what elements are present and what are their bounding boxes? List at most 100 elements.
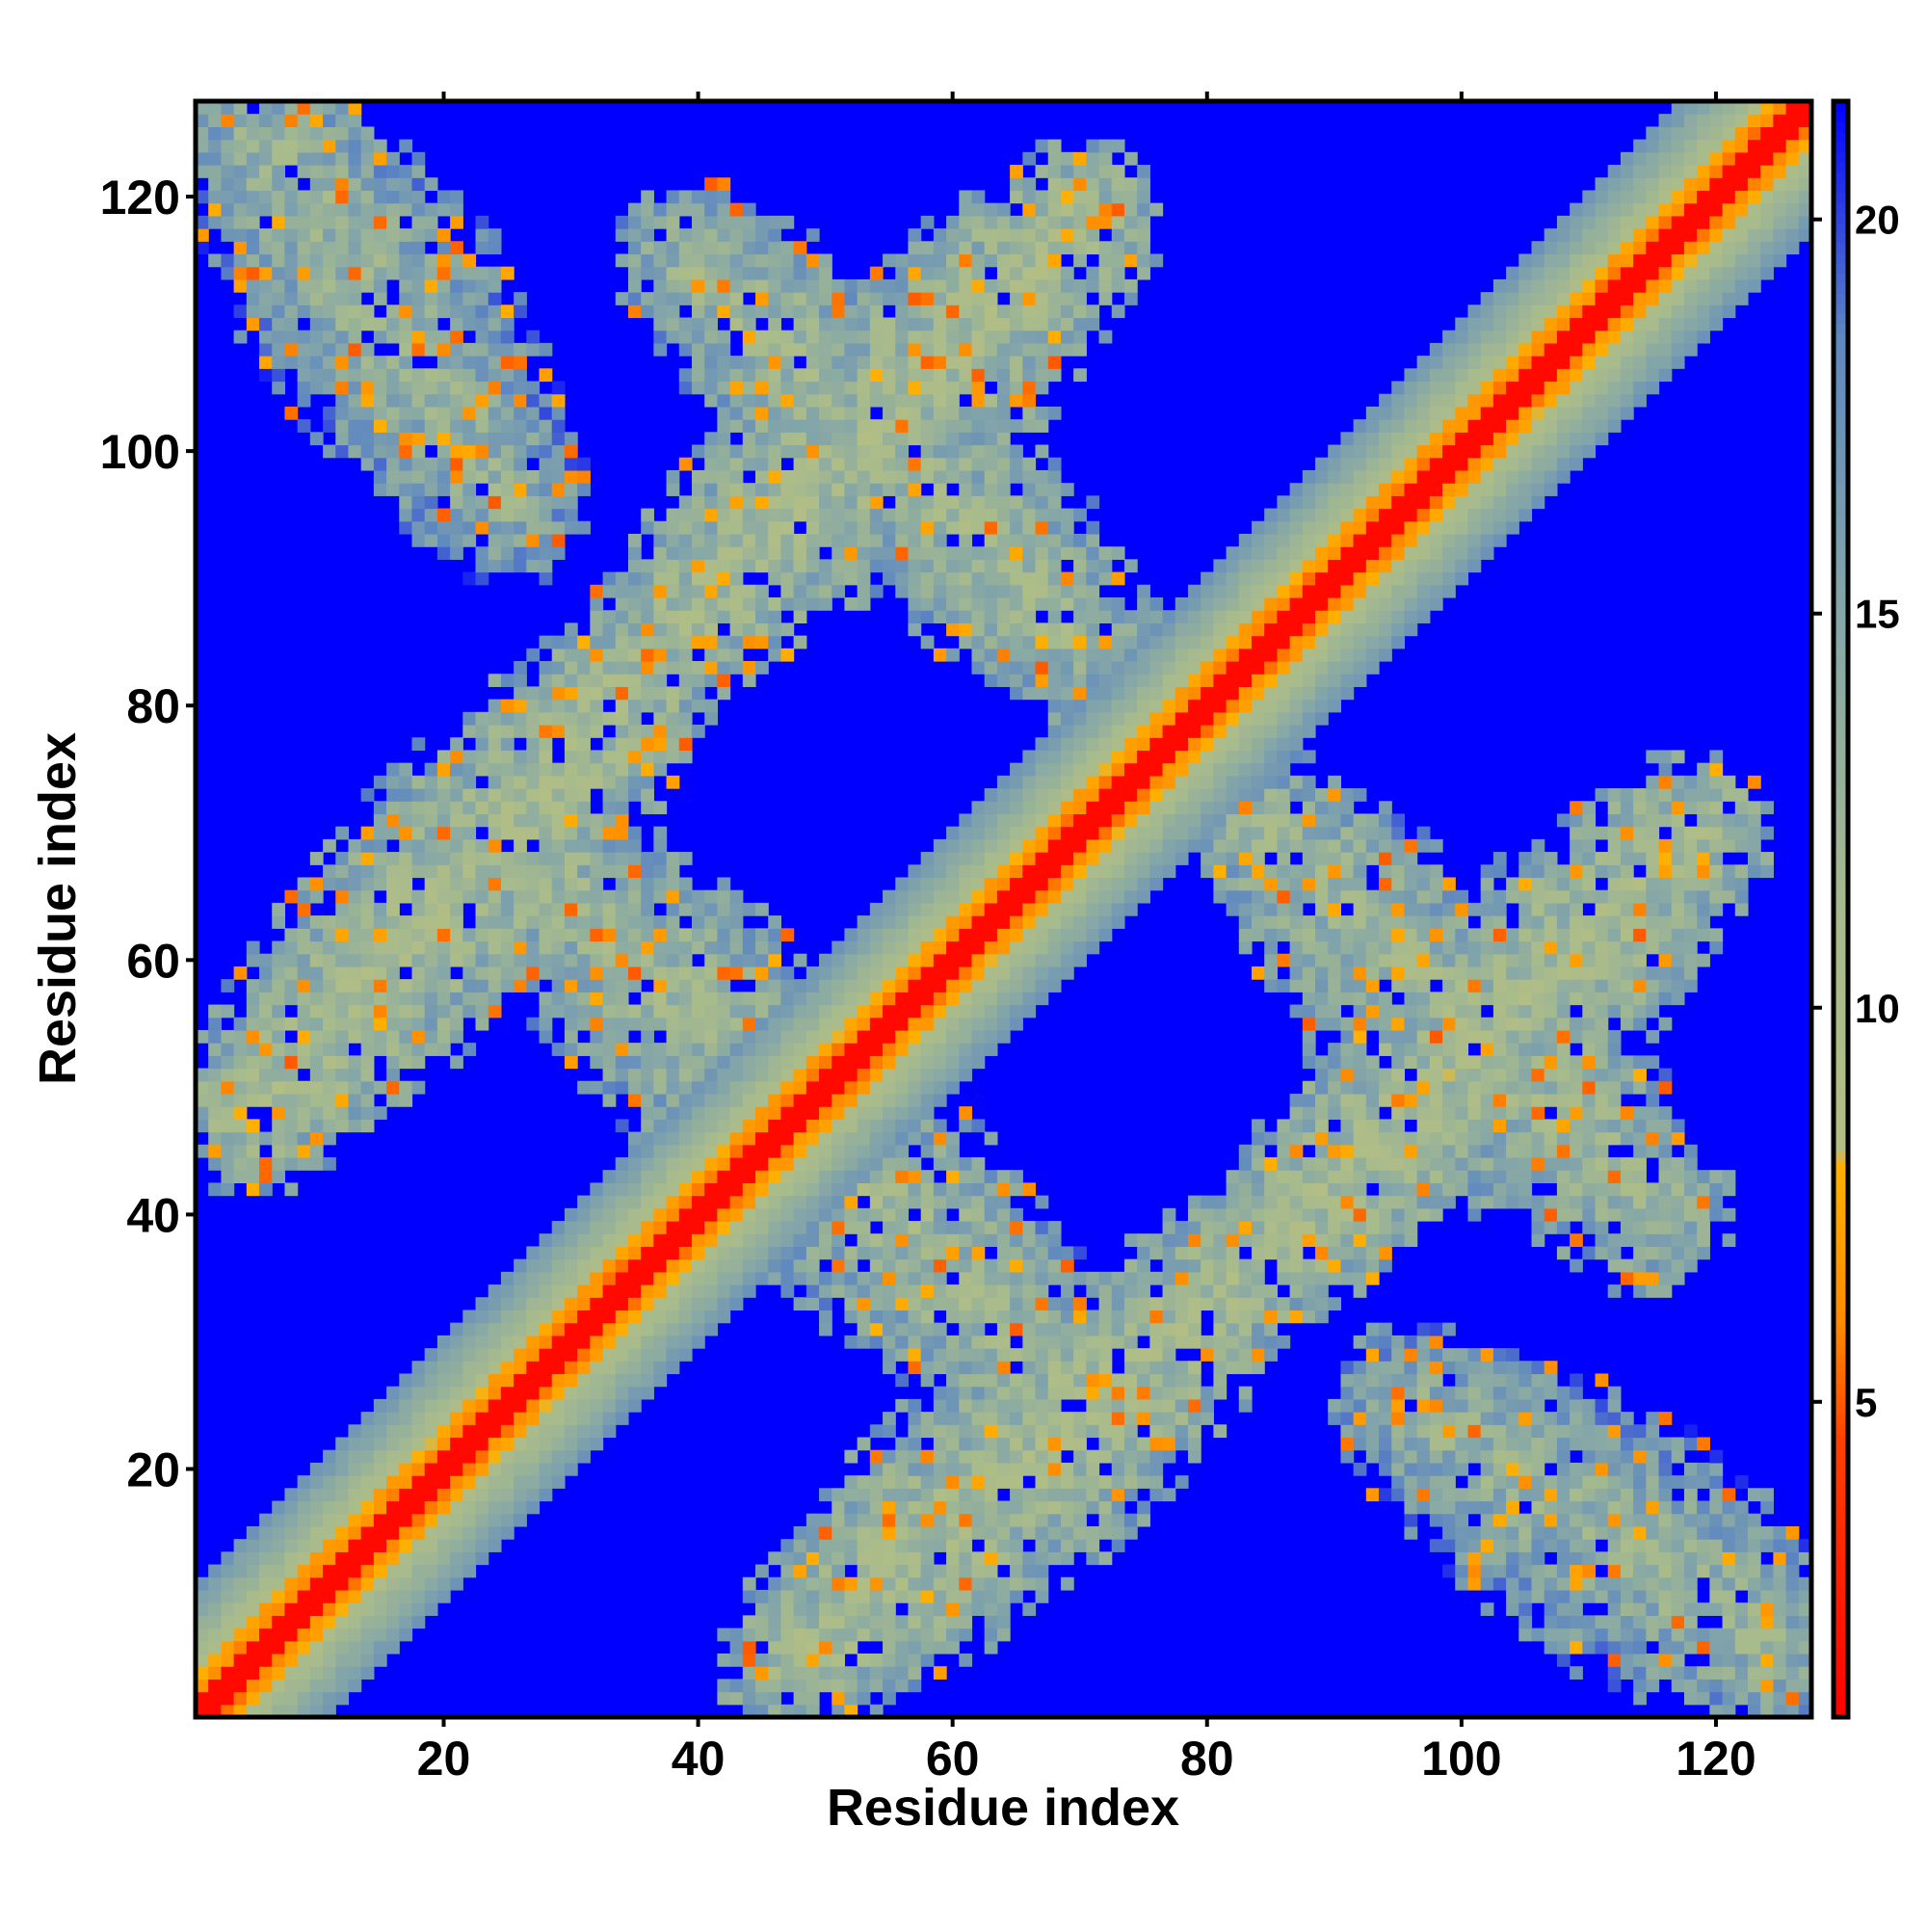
heatmap-cell bbox=[514, 1398, 527, 1413]
heatmap-cell bbox=[551, 762, 566, 777]
heatmap-cell bbox=[335, 406, 350, 420]
heatmap-cell bbox=[335, 190, 350, 204]
heatmap-cell bbox=[1010, 1017, 1023, 1031]
heatmap-cell bbox=[450, 330, 463, 344]
heatmap-cell bbox=[869, 1271, 884, 1285]
heatmap-cell bbox=[946, 1615, 960, 1629]
heatmap-cell bbox=[768, 1233, 782, 1248]
heatmap-cell bbox=[729, 1233, 744, 1248]
heatmap-cell bbox=[450, 979, 463, 992]
heatmap-cell bbox=[844, 1195, 858, 1209]
heatmap-cell bbox=[335, 1093, 350, 1107]
heatmap-cell bbox=[678, 1335, 693, 1349]
heatmap-cell bbox=[832, 1691, 846, 1706]
heatmap-cell bbox=[869, 1564, 884, 1578]
heatmap-cell bbox=[1035, 1412, 1049, 1425]
heatmap-cell bbox=[780, 648, 795, 662]
heatmap-cell bbox=[666, 979, 680, 992]
heatmap-cell bbox=[309, 356, 324, 369]
heatmap-cell bbox=[373, 1615, 387, 1629]
heatmap-cell bbox=[691, 483, 705, 496]
heatmap-cell bbox=[883, 278, 896, 293]
heatmap-cell bbox=[1060, 622, 1074, 637]
heatmap-cell bbox=[450, 864, 463, 879]
heatmap-cell bbox=[539, 1449, 553, 1464]
heatmap-cell bbox=[526, 1437, 541, 1451]
heatmap-cell bbox=[436, 1348, 451, 1362]
heatmap-cell bbox=[755, 266, 769, 280]
heatmap-cell bbox=[933, 877, 947, 891]
heatmap-cell bbox=[691, 928, 705, 942]
heatmap-cell bbox=[1047, 889, 1062, 904]
heatmap-cell bbox=[399, 852, 413, 865]
heatmap-cell bbox=[678, 1144, 693, 1158]
heatmap-cell bbox=[1073, 928, 1087, 942]
heatmap-cell bbox=[590, 1258, 604, 1273]
heatmap-cell bbox=[857, 1564, 871, 1578]
heatmap-cell bbox=[895, 317, 910, 331]
heatmap-cell bbox=[1035, 165, 1049, 178]
heatmap-cell bbox=[793, 1602, 807, 1616]
heatmap-cell bbox=[641, 699, 654, 713]
heatmap-cell bbox=[424, 520, 438, 535]
heatmap-cell bbox=[577, 1398, 591, 1413]
heatmap-cell bbox=[857, 571, 871, 586]
heatmap-cell bbox=[590, 1246, 604, 1260]
heatmap-cell bbox=[399, 1424, 413, 1439]
heatmap-cell bbox=[691, 1221, 705, 1234]
heatmap-cell bbox=[436, 877, 451, 891]
heatmap-cell bbox=[780, 520, 795, 535]
heatmap-cell bbox=[436, 533, 451, 547]
heatmap-cell bbox=[424, 1437, 438, 1451]
heatmap-cell bbox=[475, 495, 489, 510]
heatmap-cell bbox=[462, 292, 477, 305]
heatmap-cell bbox=[259, 304, 273, 319]
heatmap-cell bbox=[297, 1551, 311, 1566]
heatmap-cell bbox=[411, 813, 426, 828]
heatmap-cell bbox=[1022, 979, 1037, 992]
heatmap-cell bbox=[729, 1271, 744, 1285]
heatmap-cell bbox=[246, 1691, 260, 1706]
heatmap-cell bbox=[284, 1043, 299, 1056]
heatmap-cell bbox=[475, 1322, 489, 1337]
heatmap-cell bbox=[450, 889, 463, 904]
heatmap-cell bbox=[1022, 1284, 1037, 1298]
heatmap-cell bbox=[984, 826, 998, 840]
heatmap-cell bbox=[780, 266, 795, 280]
heatmap-cell bbox=[857, 304, 871, 319]
heatmap-cell bbox=[386, 202, 400, 217]
heatmap-cell bbox=[1035, 304, 1049, 319]
heatmap-cell bbox=[627, 788, 642, 802]
heatmap-cell bbox=[768, 648, 782, 662]
heatmap-cell bbox=[996, 253, 1011, 268]
heatmap-cell bbox=[742, 1691, 756, 1706]
heatmap-cell bbox=[653, 533, 668, 547]
heatmap-cell bbox=[971, 495, 986, 510]
heatmap-cell bbox=[780, 1182, 795, 1197]
heatmap-cell bbox=[641, 1156, 654, 1171]
heatmap-cell bbox=[908, 1322, 922, 1337]
heatmap-cell bbox=[411, 317, 426, 331]
heatmap-cell bbox=[208, 1576, 222, 1591]
heatmap-cell bbox=[284, 278, 299, 293]
heatmap-cell bbox=[844, 1055, 858, 1070]
heatmap-cell bbox=[869, 1653, 884, 1667]
heatmap-cell bbox=[526, 432, 541, 446]
heatmap-cell bbox=[373, 393, 387, 408]
heatmap-cell bbox=[411, 801, 426, 815]
heatmap-cell bbox=[780, 546, 795, 560]
heatmap-cell bbox=[971, 801, 986, 815]
heatmap-cell bbox=[360, 1564, 375, 1578]
heatmap-cell bbox=[526, 1361, 541, 1375]
heatmap-cell bbox=[959, 1029, 973, 1044]
heatmap-cell bbox=[996, 1373, 1011, 1388]
heatmap-cell bbox=[259, 1576, 273, 1591]
heatmap-cell bbox=[832, 356, 846, 369]
heatmap-cell bbox=[348, 864, 362, 879]
heatmap-cell bbox=[208, 114, 222, 127]
heatmap-cell bbox=[704, 190, 718, 204]
heatmap-cell bbox=[564, 1246, 578, 1260]
heatmap-cell bbox=[259, 1004, 273, 1019]
heatmap-cell bbox=[984, 1386, 998, 1400]
heatmap-cell bbox=[436, 928, 451, 942]
